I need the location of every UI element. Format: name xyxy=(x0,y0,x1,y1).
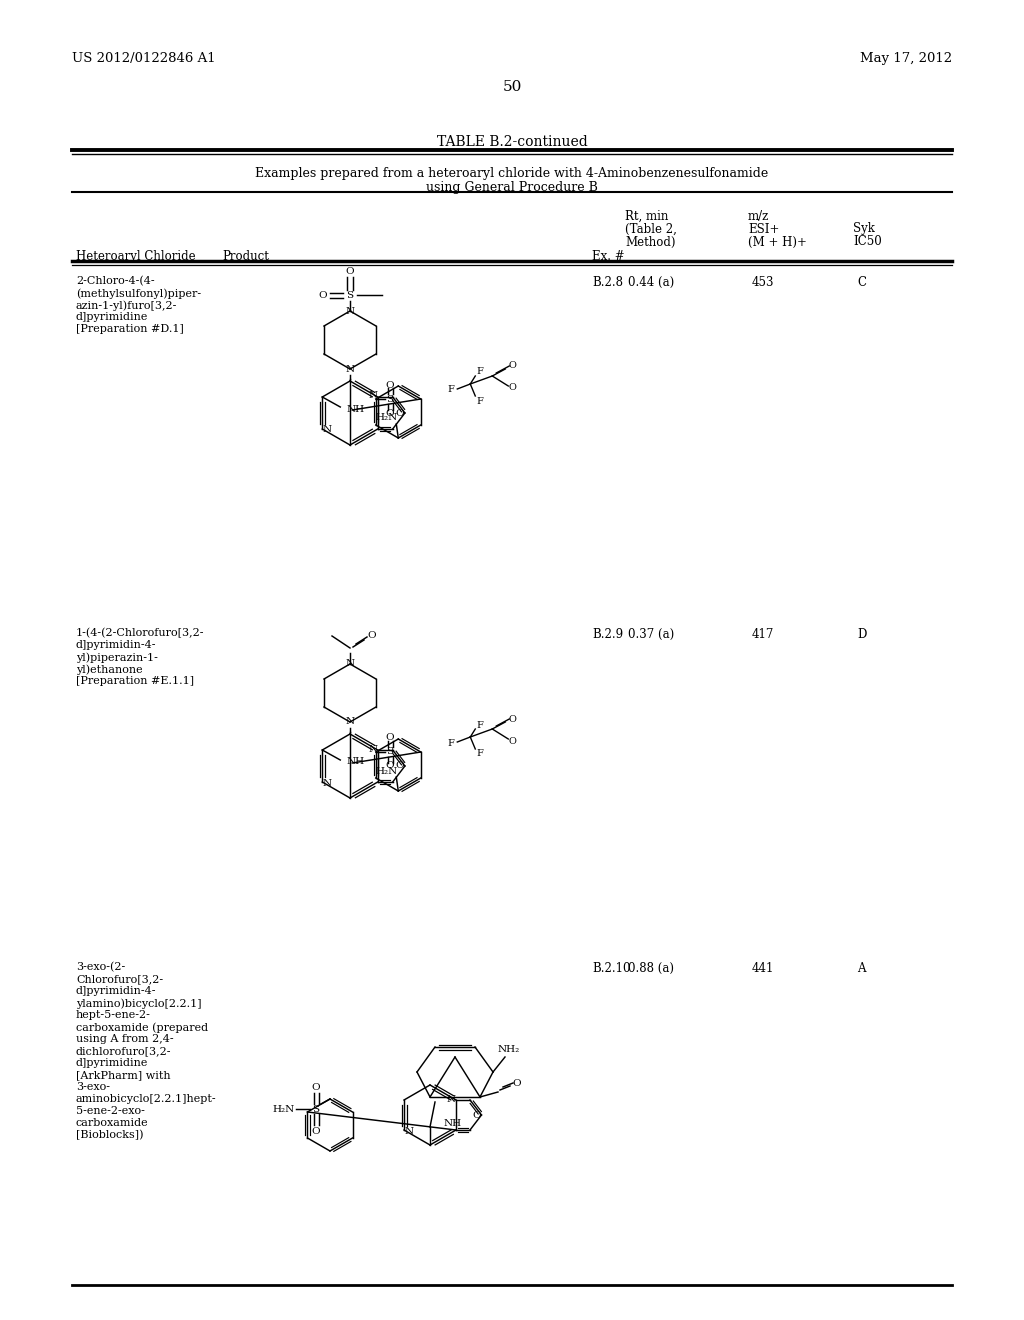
Text: O: O xyxy=(508,737,516,746)
Text: S: S xyxy=(312,1105,319,1114)
Text: O: O xyxy=(318,290,328,300)
Text: N: N xyxy=(345,718,354,726)
Text: O: O xyxy=(395,408,404,417)
Text: N: N xyxy=(404,1126,414,1135)
Text: 453: 453 xyxy=(752,276,774,289)
Text: O: O xyxy=(472,1110,481,1119)
Text: O: O xyxy=(311,1126,321,1135)
Text: F: F xyxy=(477,750,483,759)
Text: 3-exo-(2-: 3-exo-(2- xyxy=(76,962,125,973)
Text: m/z: m/z xyxy=(748,210,769,223)
Text: ESI+: ESI+ xyxy=(748,223,779,236)
Text: 0.44 (a): 0.44 (a) xyxy=(628,276,674,289)
Text: N: N xyxy=(323,779,332,788)
Text: Method): Method) xyxy=(625,236,676,249)
Text: O: O xyxy=(385,408,394,417)
Text: Ex. #: Ex. # xyxy=(592,249,625,263)
Text: 5-ene-2-exo-: 5-ene-2-exo- xyxy=(76,1106,144,1115)
Text: IC50: IC50 xyxy=(853,235,882,248)
Text: May 17, 2012: May 17, 2012 xyxy=(860,51,952,65)
Text: O: O xyxy=(385,762,394,771)
Text: [Bioblocks]): [Bioblocks]) xyxy=(76,1130,143,1140)
Text: O: O xyxy=(395,762,404,771)
Text: O: O xyxy=(311,1082,321,1092)
Text: NH: NH xyxy=(346,758,365,767)
Text: O: O xyxy=(385,734,394,742)
Text: O: O xyxy=(513,1080,521,1089)
Text: H₂N: H₂N xyxy=(272,1105,295,1114)
Text: B.2.8: B.2.8 xyxy=(592,276,623,289)
Text: 50: 50 xyxy=(503,81,521,94)
Text: N: N xyxy=(446,1094,456,1104)
Text: Examples prepared from a heteroaryl chloride with 4-Aminobenzenesulfonamide: Examples prepared from a heteroaryl chlo… xyxy=(255,168,769,180)
Text: S: S xyxy=(386,747,393,756)
Text: [ArkPharm] with: [ArkPharm] with xyxy=(76,1071,171,1080)
Text: 2-Chloro-4-(4-: 2-Chloro-4-(4- xyxy=(76,276,155,286)
Text: hept-5-ene-2-: hept-5-ene-2- xyxy=(76,1010,151,1020)
Text: carboxamide (prepared: carboxamide (prepared xyxy=(76,1022,208,1032)
Text: TABLE B.2-continued: TABLE B.2-continued xyxy=(436,135,588,149)
Text: carboxamide: carboxamide xyxy=(76,1118,148,1129)
Text: (M + H)+: (M + H)+ xyxy=(748,236,807,249)
Text: yl)piperazin-1-: yl)piperazin-1- xyxy=(76,652,158,663)
Text: d]pyrimidine: d]pyrimidine xyxy=(76,312,148,322)
Text: NH: NH xyxy=(346,404,365,413)
Text: 3-exo-: 3-exo- xyxy=(76,1082,110,1092)
Text: NH: NH xyxy=(444,1119,462,1129)
Text: Syk: Syk xyxy=(853,222,874,235)
Text: 417: 417 xyxy=(752,628,774,642)
Text: US 2012/0122846 A1: US 2012/0122846 A1 xyxy=(72,51,216,65)
Text: F: F xyxy=(477,396,483,405)
Text: azin-1-yl)furo[3,2-: azin-1-yl)furo[3,2- xyxy=(76,300,177,310)
Text: F: F xyxy=(477,367,483,376)
Text: O: O xyxy=(508,384,516,392)
Text: B.2.9: B.2.9 xyxy=(592,628,624,642)
Text: using A from 2,4-: using A from 2,4- xyxy=(76,1034,174,1044)
Text: yl)ethanone: yl)ethanone xyxy=(76,664,142,675)
Text: d]pyrimidin-4-: d]pyrimidin-4- xyxy=(76,640,157,649)
Text: C: C xyxy=(857,276,866,289)
Text: B.2.10: B.2.10 xyxy=(592,962,631,975)
Text: NH₂: NH₂ xyxy=(498,1045,520,1055)
Text: 0.88 (a): 0.88 (a) xyxy=(628,962,674,975)
Text: using General Procedure B: using General Procedure B xyxy=(426,181,598,194)
Text: N: N xyxy=(345,364,354,374)
Text: Rt, min: Rt, min xyxy=(625,210,669,223)
Text: N: N xyxy=(345,306,354,315)
Text: H₂N: H₂N xyxy=(375,767,397,776)
Text: D: D xyxy=(857,628,866,642)
Text: d]pyrimidin-4-: d]pyrimidin-4- xyxy=(76,986,157,997)
Text: 441: 441 xyxy=(752,962,774,975)
Text: O: O xyxy=(346,267,354,276)
Text: Heteroaryl Chloride: Heteroaryl Chloride xyxy=(76,249,196,263)
Text: ylamino)bicyclo[2.2.1]: ylamino)bicyclo[2.2.1] xyxy=(76,998,202,1008)
Text: 1-(4-(2-Chlorofuro[3,2-: 1-(4-(2-Chlorofuro[3,2- xyxy=(76,628,205,639)
Text: O: O xyxy=(385,380,394,389)
Text: (Table 2,: (Table 2, xyxy=(625,223,677,236)
Text: F: F xyxy=(447,738,455,747)
Text: [Preparation #D.1]: [Preparation #D.1] xyxy=(76,323,184,334)
Text: N: N xyxy=(369,392,377,400)
Text: S: S xyxy=(346,290,353,300)
Text: Product: Product xyxy=(222,249,269,263)
Text: O: O xyxy=(508,714,516,723)
Text: O: O xyxy=(368,631,376,640)
Text: S: S xyxy=(386,395,393,404)
Text: Chlorofuro[3,2-: Chlorofuro[3,2- xyxy=(76,974,163,983)
Text: dichlorofuro[3,2-: dichlorofuro[3,2- xyxy=(76,1045,171,1056)
Text: (methylsulfonyl)piper-: (methylsulfonyl)piper- xyxy=(76,288,201,298)
Text: aminobicyclo[2.2.1]hept-: aminobicyclo[2.2.1]hept- xyxy=(76,1094,217,1104)
Text: A: A xyxy=(857,962,865,975)
Text: N: N xyxy=(323,425,332,434)
Text: N: N xyxy=(369,744,377,754)
Text: N: N xyxy=(345,660,354,668)
Text: 0.37 (a): 0.37 (a) xyxy=(628,628,674,642)
Text: F: F xyxy=(447,385,455,395)
Text: H₂N: H₂N xyxy=(375,413,397,422)
Text: F: F xyxy=(477,721,483,730)
Text: [Preparation #E.1.1]: [Preparation #E.1.1] xyxy=(76,676,195,686)
Text: d]pyrimidine: d]pyrimidine xyxy=(76,1059,148,1068)
Text: O: O xyxy=(508,362,516,371)
